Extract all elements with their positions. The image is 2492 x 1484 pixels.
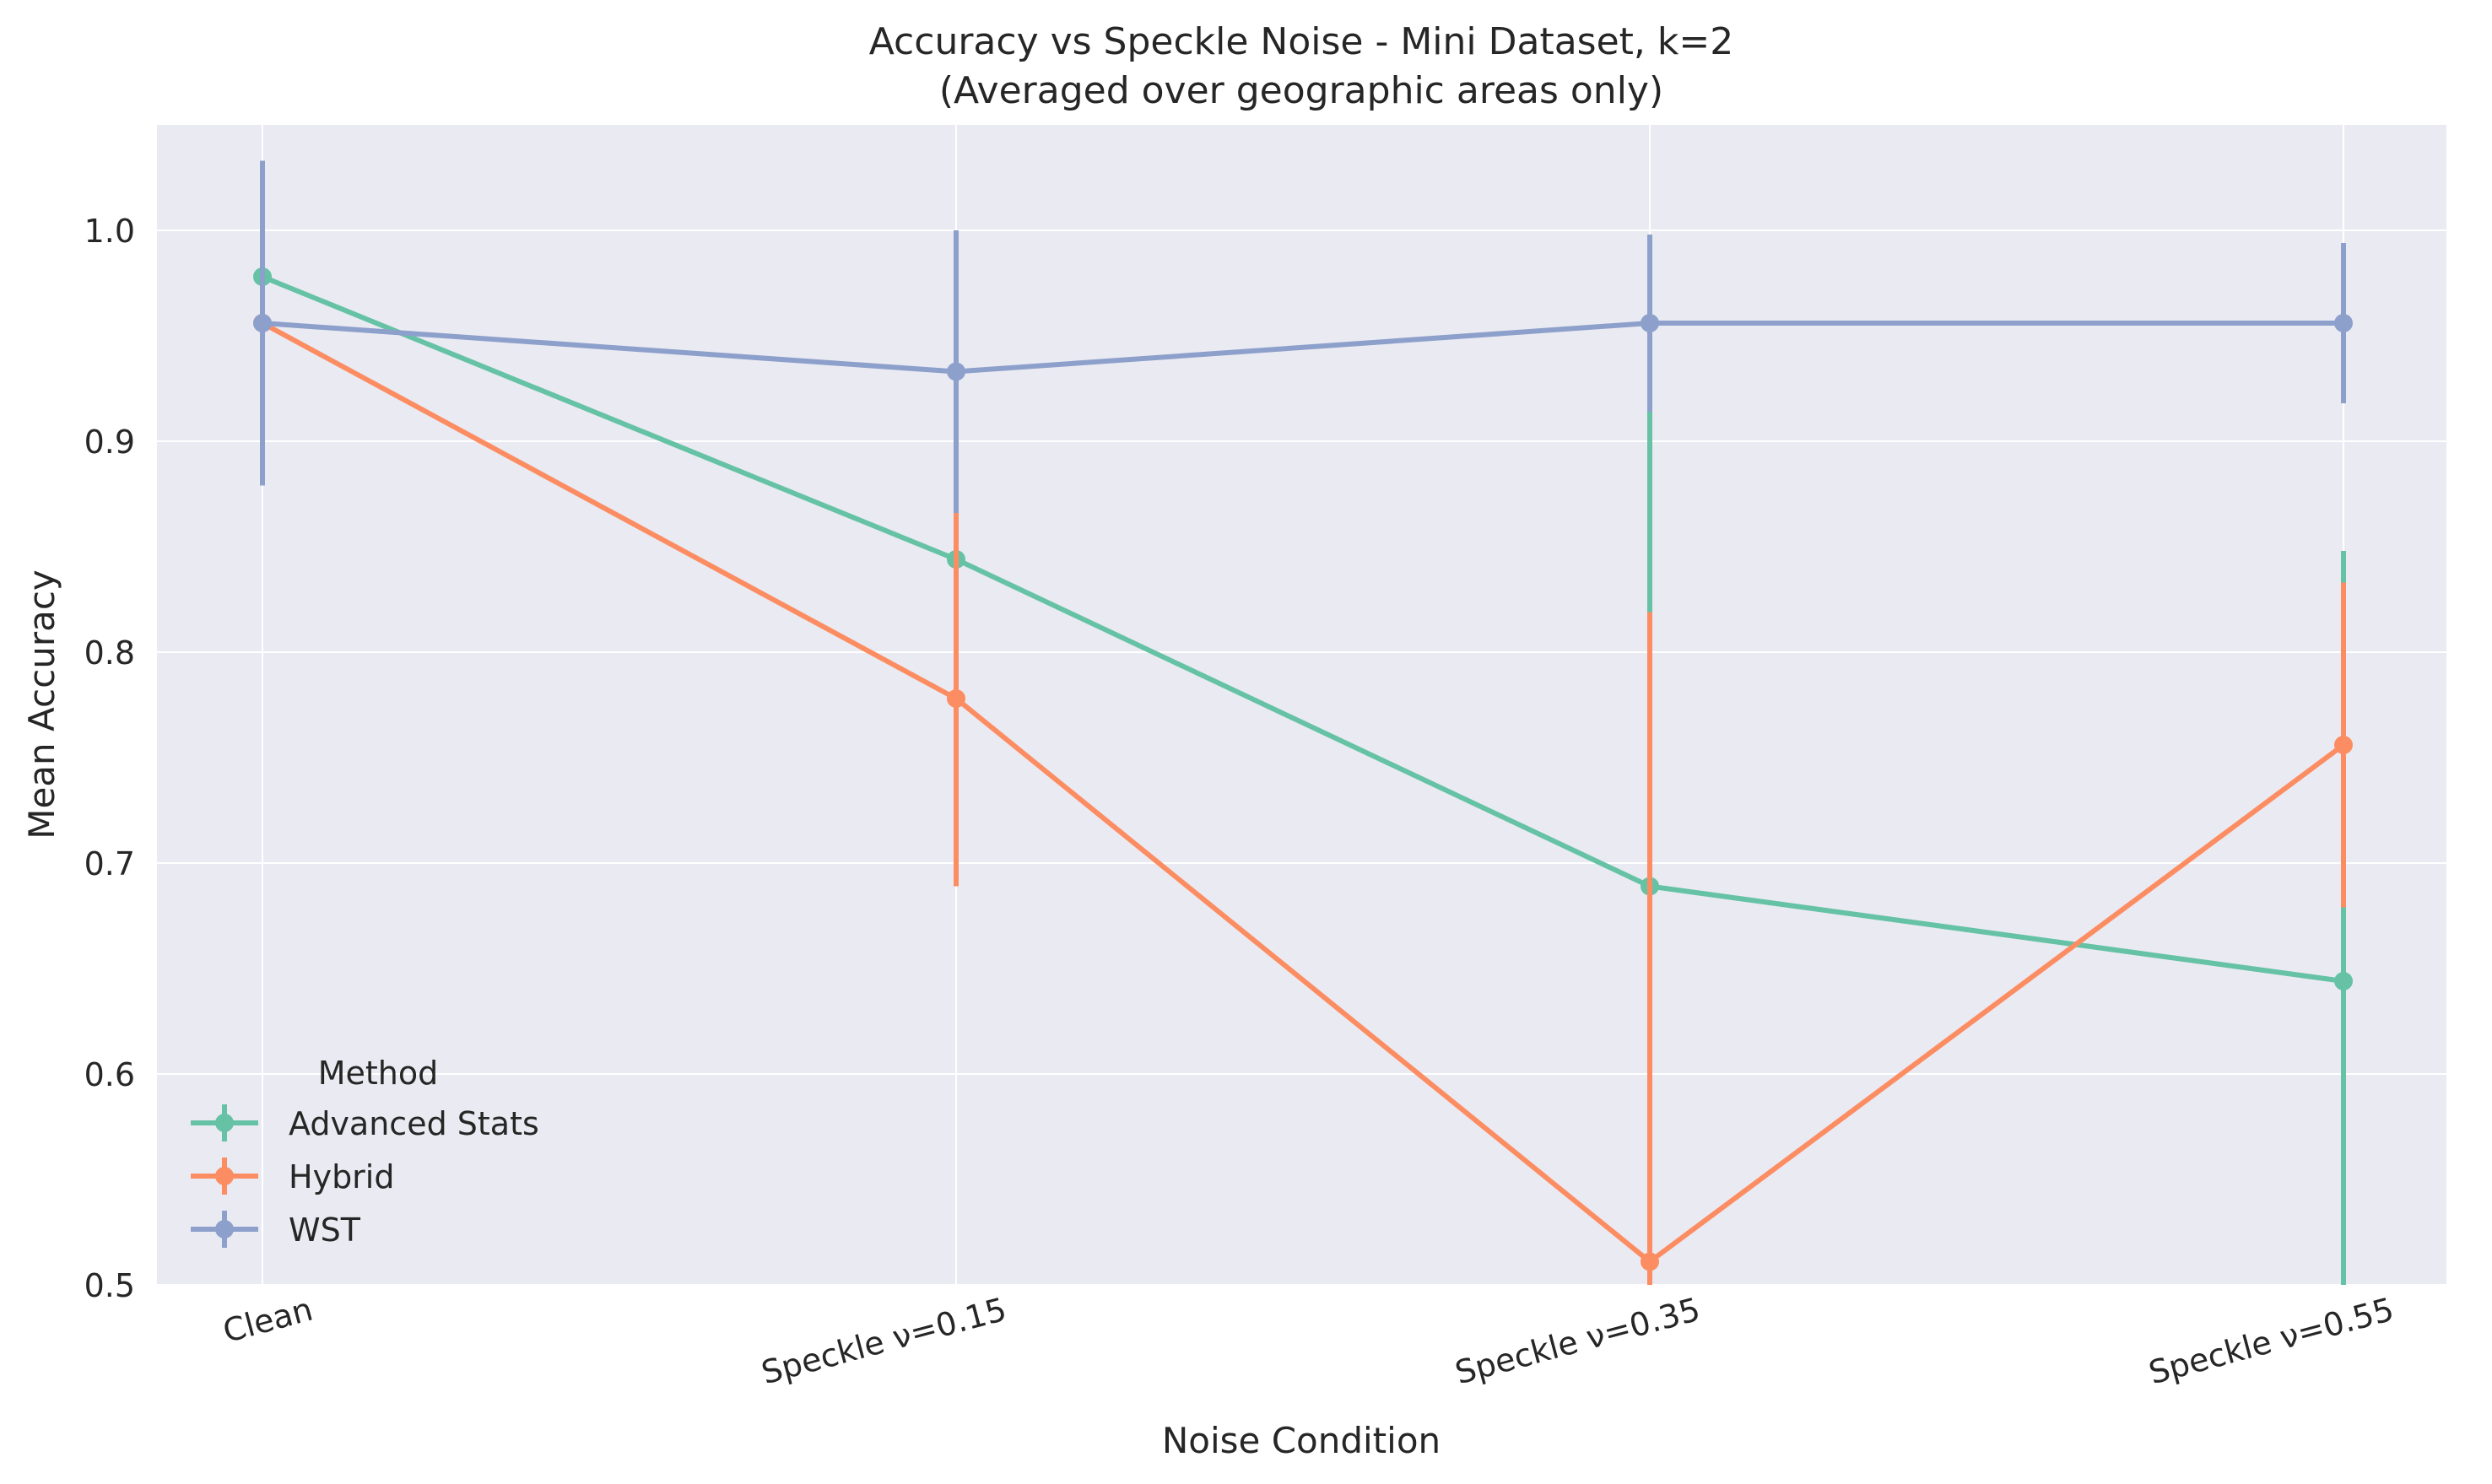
data-point <box>1641 1252 1659 1271</box>
legend-swatch-marker <box>215 1220 234 1238</box>
x-axis-label: Noise Condition <box>1162 1420 1441 1461</box>
series-hybrid <box>253 314 2353 1285</box>
chart-subtitle: (Averaged over geographic areas only) <box>939 69 1663 112</box>
series-line <box>262 321 2343 375</box>
legend-label: WST <box>289 1211 361 1249</box>
chart-title: Accuracy vs Speckle Noise - Mini Dataset… <box>869 20 1734 63</box>
legend-item: Advanced Stats <box>191 1104 539 1142</box>
y-tick-label: 0.6 <box>84 1056 135 1093</box>
x-tick-label: Speckle ν=0.15 <box>758 1291 1010 1392</box>
data-point <box>947 362 965 381</box>
y-tick-label: 0.8 <box>84 634 135 672</box>
series-line <box>261 274 2344 984</box>
series-wst <box>253 160 2353 513</box>
data-point <box>2334 314 2353 332</box>
y-tick-label: 1.0 <box>84 213 135 250</box>
data-point <box>253 314 272 332</box>
y-tick-label: 0.7 <box>84 845 135 882</box>
x-tick-label: Clean <box>219 1291 317 1350</box>
legend-title: Method <box>318 1055 439 1092</box>
y-axis-label: Mean Accuracy <box>21 569 62 839</box>
x-tick-label: Speckle ν=0.35 <box>1451 1291 1704 1392</box>
series-layer <box>253 160 2353 1285</box>
legend-item: Hybrid <box>191 1158 395 1195</box>
y-tick-labels: 0.5 0.6 0.7 0.8 0.9 1.0 <box>84 213 135 1304</box>
data-point <box>1641 314 1659 332</box>
legend-label: Advanced Stats <box>289 1105 539 1142</box>
y-tick-label: 0.9 <box>84 424 135 461</box>
series-line <box>261 321 2345 1265</box>
legend-swatch-marker <box>215 1167 234 1185</box>
legend-swatch-marker <box>215 1114 234 1132</box>
legend-label: Hybrid <box>289 1158 395 1195</box>
y-tick-label: 0.5 <box>84 1267 135 1304</box>
data-point <box>2334 972 2353 990</box>
x-tick-labels: Clean Speckle ν=0.15 Speckle ν=0.35 Speckle… <box>219 1291 2398 1392</box>
legend: Method Advanced Stats Hybrid WST <box>191 1055 539 1249</box>
plot-area <box>157 125 2446 1285</box>
data-point <box>2334 736 2353 754</box>
x-tick-label: Speckle ν=0.55 <box>2145 1291 2397 1392</box>
legend-item: WST <box>191 1211 361 1249</box>
data-point <box>947 689 965 708</box>
